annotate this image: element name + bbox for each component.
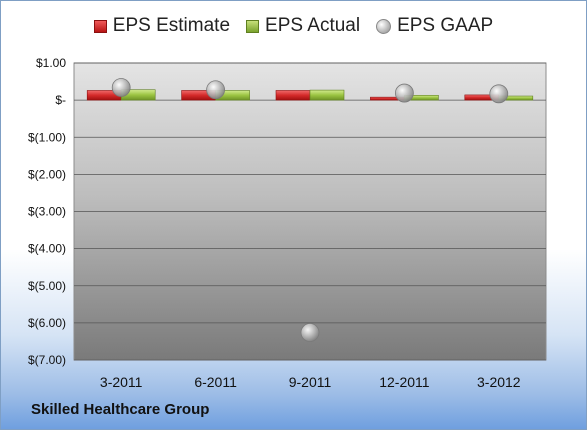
- legend-item-gaap: EPS GAAP: [376, 15, 493, 37]
- point-eps-gaap: [394, 83, 414, 103]
- y-axis-ticks: $1.00 $- $(1.00) $(2.00) $(3.00) $(4.00) $(5.0…: [28, 56, 66, 367]
- point-eps-gaap: [206, 80, 226, 100]
- legend-swatch-estimate: [93, 19, 107, 33]
- y-tick-label: $(3.00): [28, 205, 66, 219]
- y-tick-label: $(6.00): [28, 316, 66, 330]
- bar-eps-estimate: [275, 90, 311, 101]
- point-eps-gaap: [489, 84, 509, 104]
- legend-swatch-gaap: [376, 18, 392, 34]
- bars: [86, 89, 534, 101]
- legend-label-estimate: EPS Estimate: [112, 15, 231, 36]
- y-tick-label: $1.00: [36, 56, 66, 70]
- y-tick-label: $(1.00): [28, 130, 66, 144]
- x-tick-label: 12-2011: [379, 374, 430, 390]
- y-tick-label: $(4.00): [28, 242, 66, 256]
- y-tick-label: $-: [55, 93, 66, 107]
- point-eps-gaap: [300, 323, 320, 342]
- y-tick-label: $(5.00): [28, 279, 66, 293]
- legend-label-gaap: EPS GAAP: [397, 15, 494, 36]
- x-tick-label: 3-2011: [100, 374, 143, 390]
- legend: EPS Estimate EPS Actual EPS GAAP: [1, 15, 586, 37]
- legend-item-estimate: EPS Estimate: [93, 15, 231, 37]
- y-tick-label: $(7.00): [28, 353, 66, 367]
- legend-item-actual: EPS Actual: [246, 15, 360, 37]
- point-eps-gaap: [111, 78, 131, 97]
- x-tick-label: 9-2011: [289, 374, 332, 390]
- x-tick-label: 6-2011: [194, 374, 237, 390]
- x-axis-ticks: 3-2011 6-2011 9-2011 12-2011 3-2012: [100, 374, 521, 390]
- legend-label-actual: EPS Actual: [265, 15, 361, 36]
- x-tick-label: 3-2012: [477, 374, 521, 390]
- y-tick-label: $(2.00): [28, 167, 66, 181]
- gaap-points: [111, 78, 509, 342]
- company-name: Skilled Healthcare Group: [31, 401, 210, 418]
- legend-swatch-actual: [246, 19, 260, 33]
- bar-eps-actual: [309, 89, 345, 101]
